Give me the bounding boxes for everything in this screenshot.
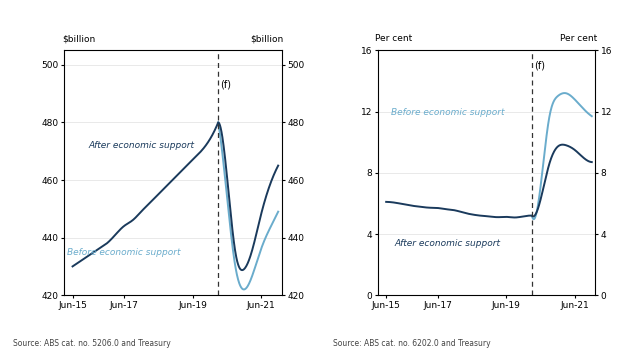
Text: Source: ABS cat. no. 6202.0 and Treasury: Source: ABS cat. no. 6202.0 and Treasury: [333, 339, 490, 348]
Text: After economic support: After economic support: [395, 239, 501, 248]
Text: (f): (f): [220, 80, 231, 90]
Text: Chart 2: Unemployment rate: Chart 2: Unemployment rate: [333, 15, 511, 25]
Text: Per cent: Per cent: [376, 34, 413, 43]
Text: Chart 1: Real GDP: Chart 1: Real GDP: [13, 15, 125, 25]
Text: Per cent: Per cent: [560, 34, 597, 43]
Text: Before economic support: Before economic support: [391, 108, 504, 117]
Text: After economic support: After economic support: [88, 141, 194, 150]
Text: Source: ABS cat. no. 5206.0 and Treasury: Source: ABS cat. no. 5206.0 and Treasury: [13, 339, 170, 348]
Text: (f): (f): [534, 61, 545, 71]
Text: $billion: $billion: [250, 34, 284, 43]
Text: $billion: $billion: [62, 34, 95, 43]
Text: Before economic support: Before economic support: [67, 248, 180, 257]
